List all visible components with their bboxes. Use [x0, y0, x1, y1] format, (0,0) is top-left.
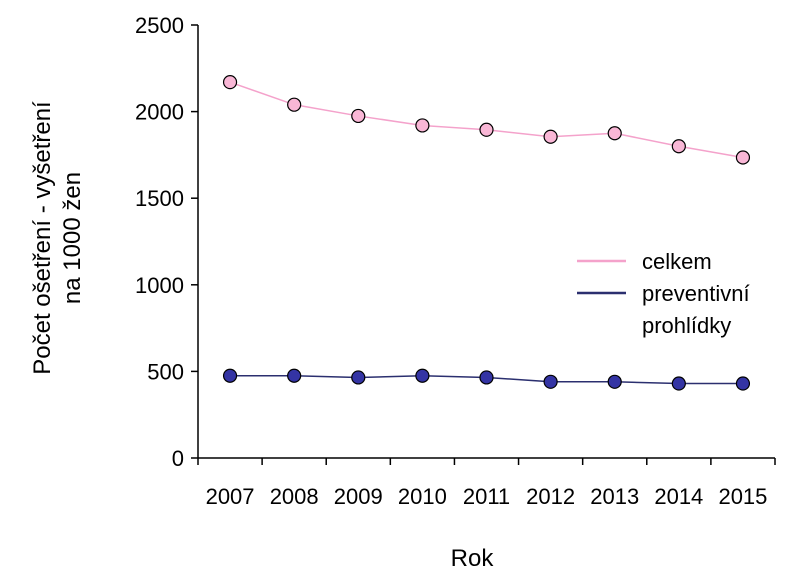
y-tick-label: 1500: [135, 186, 184, 211]
y-axis-title-line-2: na 1000 žen: [59, 172, 86, 304]
x-tick-label: 2008: [270, 484, 319, 509]
series-2-point: [287, 368, 302, 383]
series-2-point: [543, 374, 558, 389]
x-tick-label: 2012: [526, 484, 575, 509]
x-tick-label: 2009: [334, 484, 383, 509]
axes: [191, 24, 776, 465]
series-1-point: [287, 97, 302, 112]
series-1-line: [229, 81, 744, 159]
y-tick-label: 2500: [135, 13, 184, 38]
x-tick-label: 2007: [206, 484, 255, 509]
series-2-point: [671, 376, 686, 391]
x-tick-label: 2010: [398, 484, 447, 509]
series-2-point: [735, 376, 751, 391]
y-tick-label: 1000: [135, 273, 184, 298]
y-tick-label: 500: [147, 359, 184, 384]
x-tick-label: 2014: [654, 484, 703, 509]
plot-area: [222, 75, 751, 391]
series-2-point: [607, 374, 622, 389]
series-1-point: [351, 108, 366, 124]
series-1-point: [479, 122, 494, 137]
series-1-point: [543, 129, 558, 144]
legend-1-label: celkem: [642, 249, 712, 274]
y-tick-label: 0: [172, 446, 184, 471]
legend: celkem preventivní prohlídky: [577, 249, 750, 338]
x-axis-title: Rok: [451, 545, 495, 572]
legend-2-label: prohlídky: [642, 313, 731, 338]
x-tick-label: 2015: [718, 484, 767, 509]
series-2-point: [351, 370, 366, 385]
series-1-point: [607, 126, 622, 141]
series-1-point: [222, 75, 238, 90]
series-1-point: [735, 150, 751, 165]
series-2-point: [222, 368, 238, 383]
y-axis-title: Počet ošetření - vyšetření na 1000 žen: [29, 101, 86, 375]
x-tick-label: 2013: [590, 484, 639, 509]
series-2-point: [415, 368, 430, 383]
series-2-point: [479, 370, 494, 385]
series-1-point: [415, 118, 430, 133]
legend-2-label: preventivní: [642, 281, 750, 306]
y-tick-label: 2000: [135, 100, 184, 125]
y-axis-title-line-1: Počet ošetření - vyšetření: [29, 101, 56, 375]
x-tick-labels: 2007 2008 2009 2010 2011 2012 2013 2014 2015: [206, 484, 768, 509]
series-1-point: [671, 139, 686, 154]
x-tick-label: 2011: [463, 484, 510, 509]
y-tick-labels: 0 500 1000 1500 2000 2500: [135, 13, 184, 471]
